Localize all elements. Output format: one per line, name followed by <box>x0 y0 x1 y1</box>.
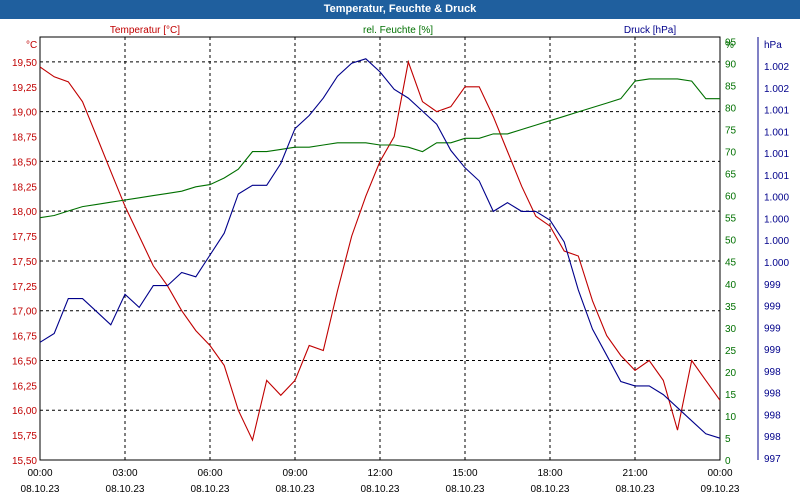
x-tick-date: 08.10.23 <box>531 484 570 495</box>
press-tick-label: 1.001 <box>764 149 789 160</box>
temp-tick-label: 18,00 <box>12 207 37 218</box>
x-tick-date: 08.10.23 <box>191 484 230 495</box>
press-axis-unit: hPa <box>764 40 782 51</box>
hum-tick-label: 25 <box>725 346 737 357</box>
x-tick-date: 08.10.23 <box>446 484 485 495</box>
press-tick-label: 998 <box>764 410 781 421</box>
hum-tick-label: 5 <box>725 434 731 445</box>
x-tick-date: 08.10.23 <box>106 484 145 495</box>
temp-tick-label: 17,00 <box>12 307 37 318</box>
hum-tick-label: 15 <box>725 390 737 401</box>
hum-tick-label: 90 <box>725 59 737 70</box>
temp-tick-label: 16,50 <box>12 356 37 367</box>
press-tick-label: 1.000 <box>764 236 789 247</box>
hum-tick-label: % <box>725 40 734 51</box>
press-tick-label: 999 <box>764 280 781 291</box>
press-tick-label: 999 <box>764 302 781 313</box>
hum-tick-label: 60 <box>725 192 737 203</box>
series-line-temp <box>39 59 721 442</box>
press-tick-label: 1.000 <box>764 214 789 225</box>
x-tick-time: 12:00 <box>367 468 392 479</box>
temp-tick-label: 17,25 <box>12 282 37 293</box>
temp-tick-label: 19,25 <box>12 83 37 94</box>
chart-title: Temperatur, Feuchte & Druck <box>0 0 800 19</box>
x-tick-time: 00:00 <box>27 468 52 479</box>
hum-tick-label: 80 <box>725 104 737 115</box>
press-tick-label: 1.001 <box>764 106 789 117</box>
temp-tick-label: 17,75 <box>12 232 37 243</box>
press-tick-label: 998 <box>764 432 781 443</box>
hum-tick-label: 10 <box>725 412 737 423</box>
hum-tick-label: 50 <box>725 236 737 247</box>
axes: 00:00 08.10.23 03:00 08.10.23 06:00 08.10.23 0… <box>12 37 789 495</box>
temp-tick-label: 16,00 <box>12 406 37 417</box>
temp-tick-label: 17,50 <box>12 257 37 268</box>
hum-tick-label: 45 <box>725 258 737 269</box>
press-tick-label: 1.001 <box>764 171 789 182</box>
series-lines <box>39 58 721 442</box>
grid-lines <box>40 37 720 460</box>
temp-tick-label: 19,00 <box>12 108 37 119</box>
temp-tick-label: 16,25 <box>12 381 37 392</box>
press-tick-label: 1.000 <box>764 258 789 269</box>
press-tick-label: 1.002 <box>764 84 789 95</box>
legend: Temperatur [°C] rel. Feuchte [%] Druck [hP… <box>110 25 676 36</box>
legend-entry: Druck [hPa] <box>624 25 676 36</box>
x-tick-date: 08.10.23 <box>361 484 400 495</box>
hum-tick-label: 20 <box>725 368 737 379</box>
temp-tick-label: 18,50 <box>12 157 37 168</box>
series-line-press <box>39 58 721 439</box>
hum-tick-label: 40 <box>725 280 737 291</box>
press-tick-label: 999 <box>764 345 781 356</box>
legend-entry: rel. Feuchte [%] <box>363 25 433 36</box>
hum-tick-label: 85 <box>725 81 737 92</box>
press-tick-label: 998 <box>764 389 781 400</box>
press-tick-label: 1.001 <box>764 127 789 138</box>
x-tick-time: 09:00 <box>282 468 307 479</box>
x-tick-time: 15:00 <box>452 468 477 479</box>
press-tick-label: 998 <box>764 367 781 378</box>
temp-tick-label: 18,25 <box>12 182 37 193</box>
hum-tick-label: 30 <box>725 324 737 335</box>
temp-tick-label: 15,50 <box>12 456 37 467</box>
hum-tick-label: 0 <box>725 456 731 467</box>
hum-tick-label: 55 <box>725 214 737 225</box>
x-tick-date: 09.10.23 <box>701 484 740 495</box>
temp-tick-label: 18,75 <box>12 133 37 144</box>
temp-tick-label: 16,75 <box>12 332 37 343</box>
press-tick-label: 1.002 <box>764 62 789 73</box>
hum-tick-label: 35 <box>725 302 737 313</box>
x-tick-time: 18:00 <box>537 468 562 479</box>
series-line-hum <box>39 78 720 219</box>
x-tick-time: 06:00 <box>197 468 222 479</box>
x-tick-date: 08.10.23 <box>21 484 60 495</box>
press-tick-label: 997 <box>764 454 781 465</box>
x-tick-date: 08.10.23 <box>276 484 315 495</box>
hum-tick-label: 95 <box>725 37 737 48</box>
legend-entry: Temperatur [°C] <box>110 25 180 36</box>
hum-tick-label: 65 <box>725 170 737 181</box>
temp-axis-unit: °C <box>26 40 37 51</box>
temp-tick-label: 15,75 <box>12 431 37 442</box>
x-tick-time: 21:00 <box>622 468 647 479</box>
temp-tick-label: 19,50 <box>12 58 37 69</box>
hum-tick-label: 70 <box>725 148 737 159</box>
plot-area-border <box>39 36 721 461</box>
hum-tick-label: 75 <box>725 126 737 137</box>
x-tick-time: 00:00 <box>707 468 732 479</box>
press-tick-label: 1.000 <box>764 193 789 204</box>
x-tick-time: 03:00 <box>112 468 137 479</box>
x-tick-date: 08.10.23 <box>616 484 655 495</box>
press-tick-label: 999 <box>764 323 781 334</box>
